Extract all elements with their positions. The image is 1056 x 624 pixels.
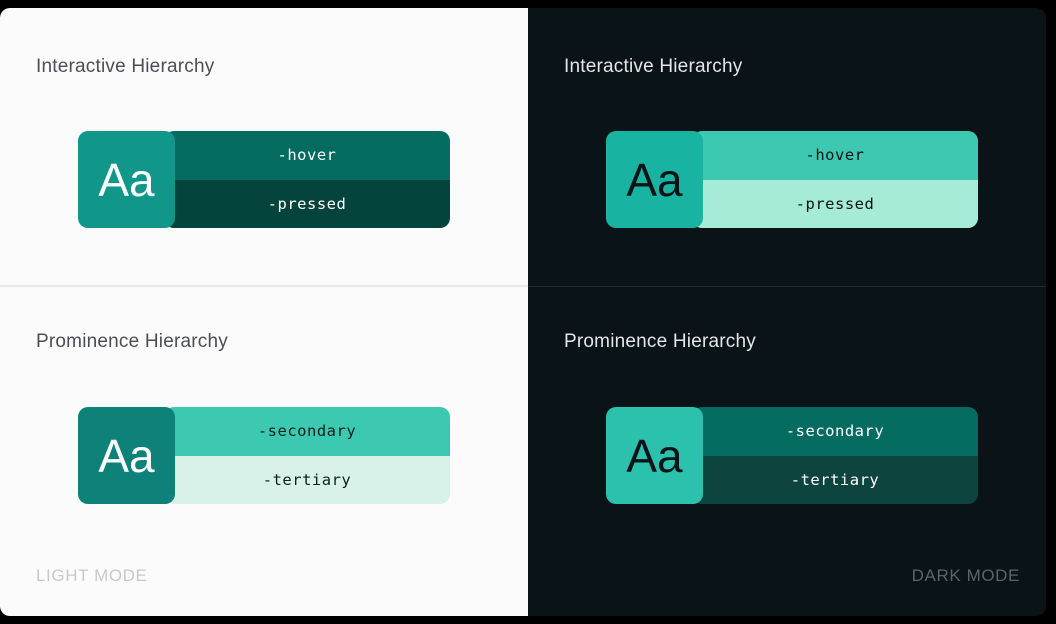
pressed-state-bar: -pressed (692, 179, 978, 228)
dark-prominence-quadrant: Prominence Hierarchy Aa -secondary -tert… (528, 287, 1046, 616)
quadrant-divider (0, 285, 528, 287)
interactive-state-bars: -hover -pressed (692, 131, 978, 228)
light-prominence-quadrant: Prominence Hierarchy Aa -secondary -tert… (0, 287, 528, 616)
light-interactive-quadrant: Interactive Hierarchy Aa -hover -pressed (0, 8, 528, 287)
prominence-hierarchy-title: Prominence Hierarchy (564, 331, 756, 352)
prominence-swatch-group: Aa -secondary -tertiary (606, 407, 978, 504)
prominence-level-bars: -secondary -tertiary (692, 407, 978, 504)
secondary-level-bar: -secondary (692, 407, 978, 456)
interactive-swatch-group: Aa -hover -pressed (606, 131, 978, 228)
secondary-level-bar: -secondary (164, 407, 450, 456)
tertiary-level-bar: -tertiary (164, 455, 450, 504)
interactive-swatch-group: Aa -hover -pressed (78, 131, 450, 228)
mode-comparison-card: Interactive Hierarchy Aa -hover -pressed… (0, 8, 1046, 616)
light-mode-label: LIGHT MODE (36, 566, 148, 585)
interactive-hierarchy-title: Interactive Hierarchy (36, 56, 215, 77)
prominence-primary-swatch: Aa (78, 407, 175, 504)
dark-mode-label: DARK MODE (911, 566, 1020, 585)
interactive-state-bars: -hover -pressed (164, 131, 450, 228)
interactive-hierarchy-title: Interactive Hierarchy (564, 56, 743, 77)
dark-interactive-quadrant: Interactive Hierarchy Aa -hover -pressed (528, 8, 1046, 287)
prominence-level-bars: -secondary -tertiary (164, 407, 450, 504)
hover-state-bar: -hover (692, 131, 978, 180)
quadrant-divider (528, 286, 1046, 287)
prominence-hierarchy-title: Prominence Hierarchy (36, 331, 228, 352)
hover-state-bar: -hover (164, 131, 450, 180)
pressed-state-bar: -pressed (164, 179, 450, 228)
interactive-primary-swatch: Aa (78, 131, 175, 228)
interactive-primary-swatch: Aa (606, 131, 703, 228)
prominence-swatch-group: Aa -secondary -tertiary (78, 407, 450, 504)
prominence-primary-swatch: Aa (606, 407, 703, 504)
tertiary-level-bar: -tertiary (692, 455, 978, 504)
